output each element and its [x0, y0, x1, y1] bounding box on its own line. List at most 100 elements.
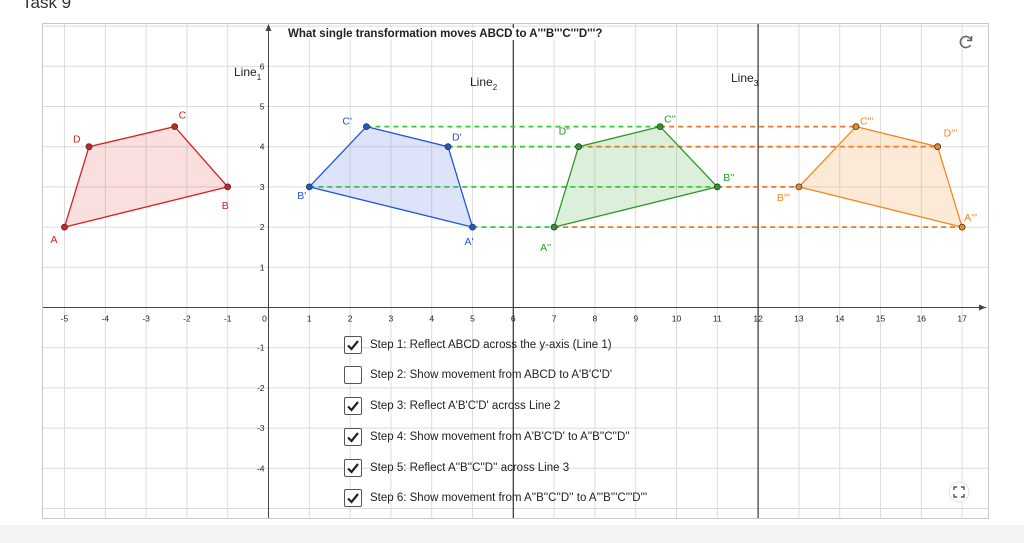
step-label: Step 3: Reflect A'B'C'D' across Line 2 — [370, 400, 561, 412]
page-bottom-band — [0, 525, 1024, 543]
y-tick-label: -2 — [257, 383, 265, 393]
vertex-label: A' — [465, 236, 474, 248]
x-tick-label: 2 — [348, 314, 353, 324]
vertex-point[interactable] — [713, 183, 721, 191]
checkmark-icon — [347, 432, 359, 443]
vertex-point[interactable] — [85, 143, 93, 151]
x-tick-label: 16 — [917, 314, 927, 324]
y-tick-label: -4 — [257, 463, 265, 473]
checkbox-box[interactable] — [344, 489, 362, 507]
vertex-label: A'' — [540, 242, 551, 254]
x-tick-label: 7 — [552, 314, 557, 324]
fullscreen-icon[interactable] — [948, 481, 970, 503]
x-tick-label: 0 — [262, 314, 267, 324]
step-4-checkbox[interactable]: Step 4: Show movement from A'B'C'D' to A… — [344, 426, 630, 448]
vertex-label: B — [222, 200, 229, 212]
polygons — [63, 125, 964, 229]
vertex-point[interactable] — [171, 123, 179, 130]
vertex-point[interactable] — [934, 143, 942, 151]
vertex-label: D'' — [559, 126, 571, 138]
checkbox-box[interactable] — [344, 366, 362, 384]
step-2-checkbox[interactable]: Step 2: Show movement from ABCD to A'B'C… — [344, 364, 612, 386]
y-tick-label: 1 — [260, 262, 265, 272]
step-label: Step 2: Show movement from ABCD to A'B'C… — [370, 369, 613, 381]
vertex-point[interactable] — [61, 223, 68, 231]
x-tick-label: 8 — [593, 314, 598, 324]
line1-label: Line1 — [234, 65, 262, 82]
vertex-point[interactable] — [795, 183, 803, 191]
vertex-point[interactable] — [575, 143, 582, 151]
vertex-point[interactable] — [550, 223, 558, 231]
vertex-label: C — [179, 110, 187, 122]
x-tick-label: 13 — [794, 314, 804, 324]
x-tick-label: 10 — [672, 314, 682, 324]
step-label: Step 5: Reflect A''B''C''D'' across Line… — [370, 462, 570, 474]
vertex-point[interactable] — [363, 123, 370, 130]
step-3-checkbox[interactable]: Step 3: Reflect A'B'C'D' across Line 2 — [344, 395, 560, 417]
y-tick-label: 3 — [260, 182, 265, 192]
y-tick-label: 2 — [260, 222, 265, 232]
coordinate-graph[interactable]: -5-4-3-2-1012345678910111213141516176543… — [43, 24, 988, 518]
x-tick-label: -4 — [102, 314, 110, 324]
checkmark-icon — [347, 463, 359, 474]
x-tick-label: -1 — [224, 314, 232, 324]
vertex-label: B''' — [777, 192, 790, 204]
vertex-label: C' — [342, 116, 352, 128]
checkmark-icon — [347, 340, 359, 351]
axes — [43, 24, 986, 518]
x-tick-label: 14 — [835, 314, 845, 324]
y-axis-arrow — [265, 24, 272, 31]
vertex-point[interactable] — [656, 123, 664, 130]
vertex-label: D — [73, 134, 81, 146]
x-tick-label: 3 — [389, 314, 394, 324]
reset-icon[interactable] — [956, 32, 976, 52]
step-5-checkbox[interactable]: Step 5: Reflect A''B''C''D'' across Line… — [344, 457, 569, 479]
y-tick-label: 4 — [260, 142, 265, 152]
checkmark-icon — [347, 401, 359, 412]
vertex-point[interactable] — [469, 223, 476, 231]
step-label: Step 4: Show movement from A'B'C'D' to A… — [370, 431, 630, 443]
line3-label: Line3 — [731, 71, 759, 88]
x-tick-label: 4 — [429, 314, 434, 324]
mirror-lines — [512, 24, 759, 518]
y-tick-label: 6 — [260, 61, 265, 71]
step-6-checkbox[interactable]: Step 6: Show movement from A''B''C''D'' … — [344, 487, 647, 509]
y-tick-label: 5 — [260, 102, 265, 112]
vertex-point[interactable] — [852, 123, 860, 130]
x-tick-label: -5 — [61, 314, 69, 324]
vertex-point[interactable] — [224, 183, 232, 191]
checkbox-box[interactable] — [344, 428, 362, 446]
step-label: Step 1: Reflect ABCD across the y-axis (… — [370, 339, 612, 351]
vertex-label: B' — [297, 190, 306, 202]
vertex-point[interactable] — [305, 183, 313, 191]
x-axis-arrow — [979, 304, 986, 311]
question-text: What single transformation moves ABCD to… — [287, 28, 604, 40]
step-1-checkbox[interactable]: Step 1: Reflect ABCD across the y-axis (… — [344, 334, 612, 356]
x-tick-label: 9 — [633, 314, 638, 324]
checkbox-box[interactable] — [344, 459, 362, 477]
step-label: Step 6: Show movement from A''B''C''D'' … — [370, 492, 648, 504]
vertex-point[interactable] — [958, 223, 966, 231]
graphing-applet[interactable]: -5-4-3-2-1012345678910111213141516176543… — [42, 23, 989, 519]
vertex-label: C'' — [664, 114, 676, 126]
x-tick-label: 1 — [307, 314, 312, 324]
vertex-label: C''' — [860, 116, 874, 128]
x-tick-label: 11 — [713, 314, 722, 324]
checkmark-icon — [347, 493, 359, 504]
vertex-label: A''' — [964, 212, 977, 224]
x-tick-label: -3 — [142, 314, 150, 324]
checkbox-box[interactable] — [344, 336, 362, 354]
x-tick-label: 15 — [876, 314, 886, 324]
y-tick-label: -1 — [257, 343, 265, 353]
x-tick-label: 5 — [470, 314, 475, 324]
x-tick-label: 17 — [957, 314, 967, 324]
vertex-points[interactable]: A B C D A' B' C' D' A'' B'' C'' D'' A''' B''' C''' D''' — [51, 110, 978, 255]
vertex-label: B'' — [723, 172, 734, 184]
vertex-label: D' — [452, 132, 462, 144]
line2-label: Line2 — [470, 75, 498, 92]
vertex-label: D''' — [944, 128, 958, 140]
x-tick-label: -2 — [183, 314, 191, 324]
vertex-point[interactable] — [444, 143, 452, 151]
y-tick-label: -3 — [257, 423, 265, 433]
checkbox-box[interactable] — [344, 397, 362, 415]
